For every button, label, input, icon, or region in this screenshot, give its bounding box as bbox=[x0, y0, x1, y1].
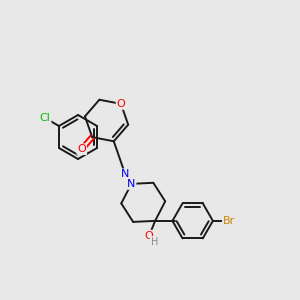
Text: Cl: Cl bbox=[40, 113, 50, 123]
Text: O: O bbox=[117, 99, 125, 109]
Text: Br: Br bbox=[223, 216, 235, 226]
Text: N: N bbox=[127, 179, 136, 189]
Text: H: H bbox=[151, 237, 158, 247]
Text: O: O bbox=[77, 144, 86, 154]
Text: N: N bbox=[121, 169, 129, 179]
Text: O: O bbox=[145, 231, 154, 241]
